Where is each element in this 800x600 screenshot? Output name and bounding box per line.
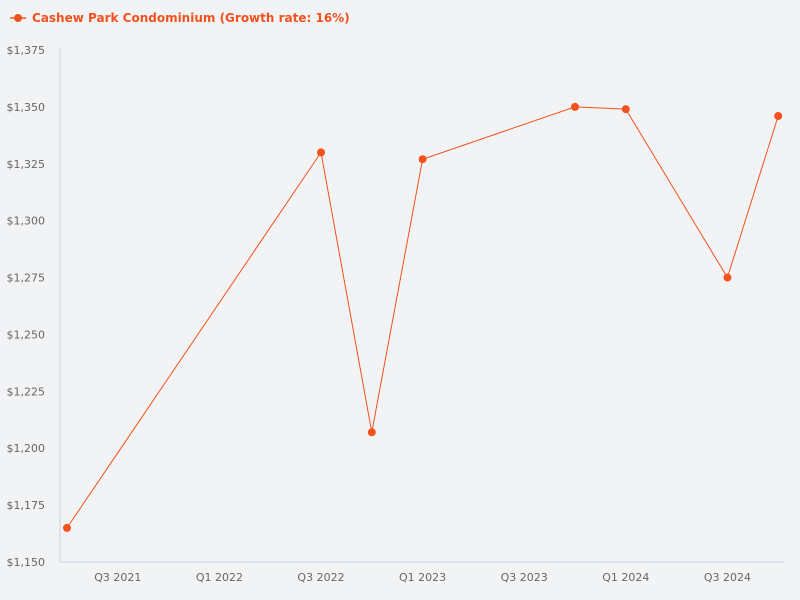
chart-legend[interactable]: Cashew Park Condominium (Growth rate: 16… [10,8,350,28]
data-point[interactable]: Q3 2024: $1,275 [723,273,732,282]
data-point[interactable]: Q4 2022: $1,207 [367,428,376,437]
data-point[interactable]: Q1 2024: $1,349 [621,105,630,114]
y-tick-label: $1,275 [7,272,46,285]
legend-label: Cashew Park Condominium (Growth rate: 16… [32,11,350,25]
x-axis: Q3 2021 Q1 2022 Q3 2022 Q1 2023 Q3 2023 Q1 20… [60,561,784,584]
data-point[interactable]: Q4 2023: $1,350 [571,102,579,111]
y-tick-label: $1,250 [7,328,46,341]
y-tick-label: $1,375 [7,44,46,57]
series-polyline [66,106,779,529]
x-tick-label: Q3 2022 [297,571,344,584]
x-tick-label: Q1 2023 [399,571,446,584]
y-tick-label: $1,325 [7,158,46,171]
series-line: Q2 2021: $1,165 Q3 2022: $1,330 Q4 2022: $… [63,102,783,532]
y-axis: $1,150 $1,175 $1,200 $1,225 $1,250 $1,275 $1,3… [7,44,61,569]
y-tick-label: $1,350 [7,101,46,114]
data-point[interactable]: Q3 2022: $1,330 [317,148,325,157]
data-point[interactable]: Q1 2023: $1,327 [418,155,427,164]
y-tick-label: $1,200 [7,442,46,455]
x-tick-label: Q3 2023 [501,571,548,584]
data-point[interactable]: Q2 2021: $1,165 [63,523,71,532]
y-tick-label: $1,300 [7,215,46,228]
y-tick-label: $1,175 [7,499,46,512]
y-tick-label: $1,150 [7,556,46,569]
legend-line-dot-icon [10,14,26,22]
x-tick-label: Q1 2022 [196,571,243,584]
x-tick-label: Q3 2021 [94,571,141,584]
x-tick-label: Q1 2024 [602,571,649,584]
x-tick-label: Q3 2024 [704,571,751,584]
y-tick-label: $1,225 [7,385,46,398]
data-point[interactable]: Q4 2024: $1,346 [774,111,783,120]
